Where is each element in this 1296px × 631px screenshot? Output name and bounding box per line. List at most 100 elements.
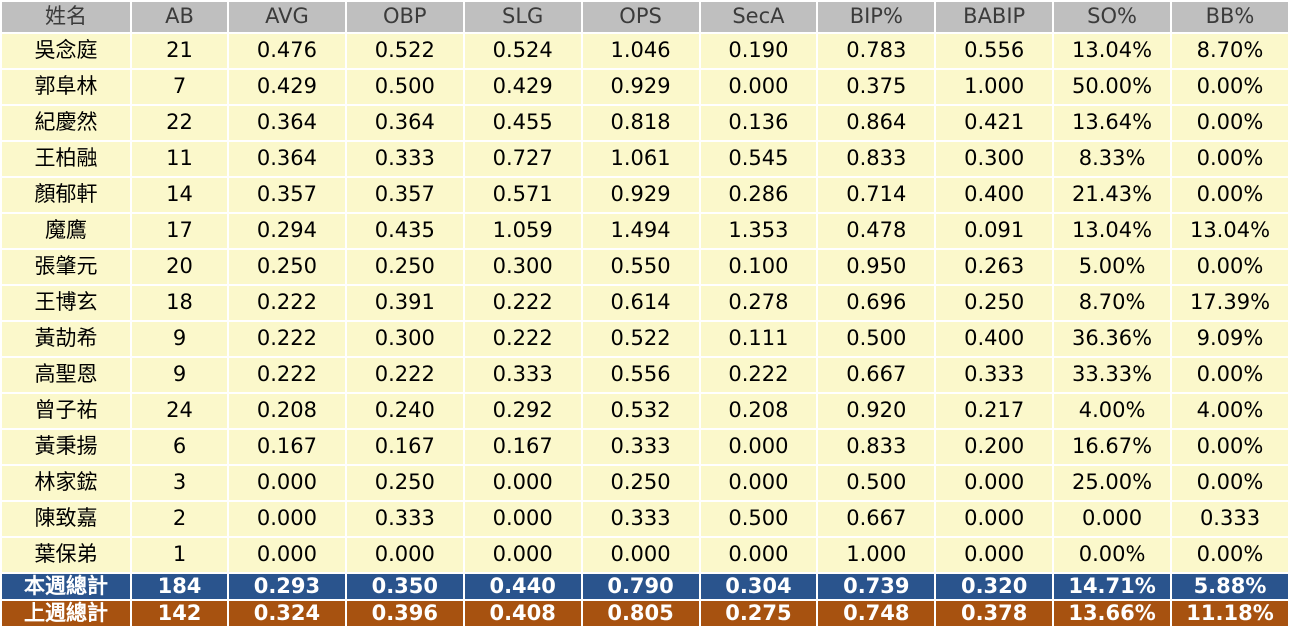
stat-cell: 0.333 [344, 499, 465, 538]
stat-cell: 0.455 [462, 103, 583, 142]
stat-cell: 0.00% [1170, 463, 1290, 502]
stat-cell: 1.059 [462, 211, 583, 250]
total-stat-cell: 0.805 [580, 598, 701, 629]
stat-cell: 0.000 [698, 463, 819, 502]
stat-cell: 17 [130, 211, 229, 250]
total-stat-cell: 0.378 [934, 598, 1055, 629]
stat-cell: 4.00% [1170, 391, 1290, 430]
stat-cell: 0.00% [1170, 247, 1290, 286]
total-stat-cell: 13.66% [1052, 598, 1172, 629]
stat-cell: 0.208 [227, 391, 347, 430]
stat-cell: 0.429 [462, 67, 583, 106]
stat-cell: 0.222 [462, 319, 583, 358]
total-stat-cell: 14.71% [1052, 571, 1172, 601]
column-header-bb: BB% [1170, 0, 1290, 34]
stat-cell: 17.39% [1170, 283, 1290, 322]
player-name-cell: 黃劼希 [0, 319, 132, 358]
table-row: 張肇元 20 0.250 0.250 0.300 0.550 0.100 0.950 0.263… [0, 247, 1290, 286]
stat-cell: 0.250 [227, 247, 347, 286]
column-header-avg: AVG [227, 0, 347, 34]
total-label-cell: 上週總計 [0, 598, 132, 629]
stat-cell: 0.864 [816, 103, 937, 142]
column-header-ops: OPS [580, 0, 701, 34]
stat-cell: 0.000 [934, 535, 1055, 574]
column-header-so: SO% [1052, 0, 1172, 34]
stat-cell: 0.391 [344, 283, 465, 322]
player-name-cell: 高聖恩 [0, 355, 132, 394]
total-stat-cell: 0.324 [227, 598, 347, 629]
table-row: 高聖恩 9 0.222 0.222 0.333 0.556 0.222 0.667 0.333 3… [0, 355, 1290, 394]
stat-cell: 9 [130, 319, 229, 358]
stat-cell: 8.33% [1052, 139, 1172, 178]
stat-cell: 0.222 [462, 283, 583, 322]
stat-cell: 0.478 [816, 211, 937, 250]
stat-cell: 0.614 [580, 283, 701, 322]
stat-cell: 2 [130, 499, 229, 538]
stat-cell: 50.00% [1052, 67, 1172, 106]
table-row: 黃劼希 9 0.222 0.300 0.222 0.522 0.111 0.500 0.400 3… [0, 319, 1290, 358]
total-stat-cell: 0.293 [227, 571, 347, 601]
stat-cell: 0.000 [462, 499, 583, 538]
stat-cell: 0.532 [580, 391, 701, 430]
stat-cell: 0.250 [344, 463, 465, 502]
total-label-cell: 本週總計 [0, 571, 132, 601]
table-row: 葉保弟 1 0.000 0.000 0.000 0.000 0.000 1.000 0.000 0… [0, 535, 1290, 574]
stat-cell: 0.929 [580, 175, 701, 214]
stat-cell: 0.364 [227, 103, 347, 142]
total-stat-cell: 0.304 [698, 571, 819, 601]
table-row: 郭阜林 7 0.429 0.500 0.429 0.929 0.000 0.375 1.000 5… [0, 67, 1290, 106]
stat-cell: 0.167 [462, 427, 583, 466]
stat-cell: 7 [130, 67, 229, 106]
stat-cell: 0.000 [698, 427, 819, 466]
stat-cell: 0.00% [1170, 535, 1290, 574]
player-name-cell: 吳念庭 [0, 32, 132, 70]
stat-cell: 0.400 [934, 175, 1055, 214]
stat-cell: 0.667 [816, 499, 937, 538]
total-stat-cell: 11.18% [1170, 598, 1290, 629]
stat-cell: 0.222 [227, 283, 347, 322]
stat-cell: 0.357 [227, 175, 347, 214]
stat-cell: 0.286 [698, 175, 819, 214]
stat-cell: 0.500 [816, 463, 937, 502]
stat-cell: 0.300 [462, 247, 583, 286]
player-name-cell: 曾子祐 [0, 391, 132, 430]
stat-cell: 0.250 [344, 247, 465, 286]
stat-cell: 0.818 [580, 103, 701, 142]
stat-cell: 0.714 [816, 175, 937, 214]
stat-cell: 8.70% [1170, 32, 1290, 70]
stat-cell: 0.222 [227, 319, 347, 358]
column-header-slg: SLG [462, 0, 583, 34]
stat-cell: 0.111 [698, 319, 819, 358]
stat-cell: 0.571 [462, 175, 583, 214]
table-row: 顏郁軒 14 0.357 0.357 0.571 0.929 0.286 0.714 0.400… [0, 175, 1290, 214]
stat-cell: 18 [130, 283, 229, 322]
stat-cell: 9.09% [1170, 319, 1290, 358]
player-name-cell: 張肇元 [0, 247, 132, 286]
stat-cell: 0.727 [462, 139, 583, 178]
total-stat-cell: 0.739 [816, 571, 937, 601]
stat-cell: 0.000 [580, 535, 701, 574]
stat-cell: 0.263 [934, 247, 1055, 286]
stat-cell: 9 [130, 355, 229, 394]
stat-cell: 0.222 [698, 355, 819, 394]
stat-cell: 0.00% [1170, 355, 1290, 394]
table-row: 王博玄 18 0.222 0.391 0.222 0.614 0.278 0.696 0.250… [0, 283, 1290, 322]
stat-cell: 0.357 [344, 175, 465, 214]
stat-cell: 0.100 [698, 247, 819, 286]
player-name-cell: 郭阜林 [0, 67, 132, 106]
stat-cell: 0.000 [934, 463, 1055, 502]
stat-cell: 14 [130, 175, 229, 214]
table-row: 黃秉揚 6 0.167 0.167 0.167 0.333 0.000 0.833 0.200 1… [0, 427, 1290, 466]
total-stat-cell: 0.408 [462, 598, 583, 629]
stat-cell: 0.000 [227, 499, 347, 538]
stat-cell: 1.494 [580, 211, 701, 250]
stat-cell: 3 [130, 463, 229, 502]
stat-cell: 0.783 [816, 32, 937, 70]
stat-cell: 24 [130, 391, 229, 430]
stat-cell: 1.000 [816, 535, 937, 574]
stat-cell: 0.190 [698, 32, 819, 70]
stat-cell: 25.00% [1052, 463, 1172, 502]
stat-cell: 0.833 [816, 427, 937, 466]
